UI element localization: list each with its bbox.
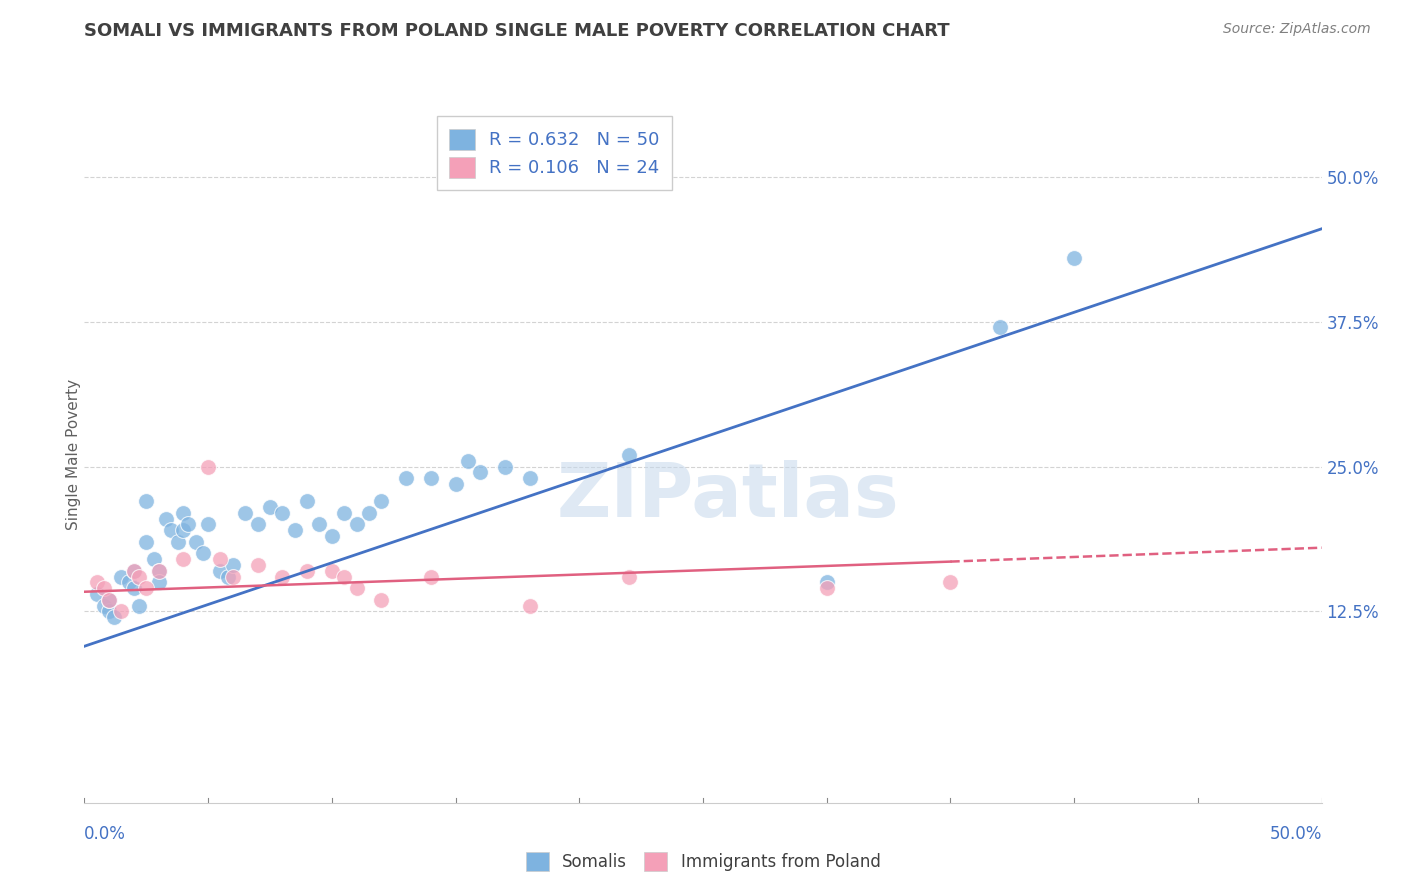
Point	[197, 459, 219, 474]
Point	[815, 582, 838, 596]
Point	[222, 570, 245, 584]
Point	[142, 552, 165, 566]
Point	[135, 534, 157, 549]
Point	[86, 575, 108, 590]
Text: Source: ZipAtlas.com: Source: ZipAtlas.com	[1223, 22, 1371, 37]
Point	[357, 506, 380, 520]
Point	[246, 558, 269, 573]
Point	[128, 599, 150, 613]
Point	[295, 494, 318, 508]
Point	[118, 575, 141, 590]
Point	[98, 592, 121, 607]
Point	[346, 582, 368, 596]
Text: 50.0%: 50.0%	[1270, 825, 1322, 843]
Point	[470, 466, 492, 480]
Point	[617, 570, 640, 584]
Point	[128, 570, 150, 584]
Point	[160, 523, 183, 537]
Point	[222, 558, 245, 573]
Point	[284, 523, 307, 537]
Point	[122, 564, 145, 578]
Point	[370, 592, 392, 607]
Point	[246, 517, 269, 532]
Point	[395, 471, 418, 485]
Point	[177, 517, 200, 532]
Point	[457, 453, 479, 467]
Point	[419, 570, 441, 584]
Legend: Somalis, Immigrants from Poland: Somalis, Immigrants from Poland	[519, 846, 887, 878]
Point	[271, 506, 294, 520]
Point	[184, 534, 207, 549]
Point	[110, 605, 132, 619]
Point	[295, 564, 318, 578]
Text: ZIPatlas: ZIPatlas	[557, 460, 898, 533]
Point	[191, 546, 214, 561]
Point	[122, 564, 145, 578]
Point	[308, 517, 330, 532]
Point	[419, 471, 441, 485]
Point	[167, 534, 190, 549]
Point	[815, 575, 838, 590]
Point	[135, 582, 157, 596]
Point	[519, 599, 541, 613]
Point	[172, 523, 194, 537]
Point	[233, 506, 256, 520]
Text: SOMALI VS IMMIGRANTS FROM POLAND SINGLE MALE POVERTY CORRELATION CHART: SOMALI VS IMMIGRANTS FROM POLAND SINGLE …	[84, 22, 950, 40]
Point	[98, 605, 121, 619]
Point	[1063, 251, 1085, 265]
Point	[939, 575, 962, 590]
Point	[98, 592, 121, 607]
Point	[217, 570, 239, 584]
Point	[93, 582, 115, 596]
Point	[259, 500, 281, 514]
Point	[444, 476, 467, 491]
Point	[209, 552, 232, 566]
Point	[103, 610, 125, 624]
Point	[988, 320, 1011, 334]
Point	[519, 471, 541, 485]
Point	[86, 587, 108, 601]
Point	[333, 506, 356, 520]
Point	[370, 494, 392, 508]
Text: 0.0%: 0.0%	[84, 825, 127, 843]
Point	[209, 564, 232, 578]
Point	[148, 575, 170, 590]
Point	[346, 517, 368, 532]
Point	[93, 599, 115, 613]
Point	[110, 570, 132, 584]
Y-axis label: Single Male Poverty: Single Male Poverty	[66, 379, 80, 531]
Point	[172, 552, 194, 566]
Point	[321, 564, 343, 578]
Point	[617, 448, 640, 462]
Point	[135, 494, 157, 508]
Point	[155, 512, 177, 526]
Point	[271, 570, 294, 584]
Point	[148, 564, 170, 578]
Point	[172, 506, 194, 520]
Point	[122, 582, 145, 596]
Point	[321, 529, 343, 543]
Point	[148, 564, 170, 578]
Point	[333, 570, 356, 584]
Point	[197, 517, 219, 532]
Point	[494, 459, 516, 474]
